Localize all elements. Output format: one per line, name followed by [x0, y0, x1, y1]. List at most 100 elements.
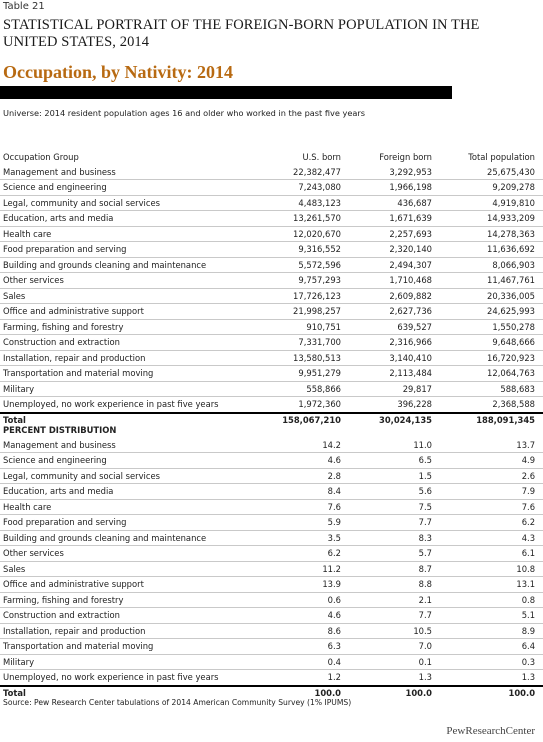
- foreign-born-value: 30,024,135: [344, 411, 437, 427]
- universe-note: Universe: 2014 resident population ages …: [3, 108, 366, 118]
- report-title: STATISTICAL PORTRAIT OF THE FOREIGN-BORN…: [3, 17, 480, 50]
- table-row: Office and administrative support 13.9 8.8…: [0, 576, 543, 593]
- total-population-value: 7.9: [437, 483, 543, 500]
- us-born-value: 13,261,570: [255, 210, 344, 227]
- foreign-born-value: 5.7: [344, 545, 437, 562]
- foreign-born-value: 639,527: [344, 319, 437, 335]
- table-row: Other services 6.2 5.7 6.1: [0, 545, 543, 562]
- table-row: Health care 12,020,670 2,257,693 14,278,363: [0, 226, 543, 242]
- table-row: Science and engineering 4.6 6.5 4.9: [0, 452, 543, 469]
- row-label: Management and business: [0, 437, 255, 453]
- table-row: Construction and extraction 4.6 7.7 5.1: [0, 607, 543, 624]
- us-born-value: 158,067,210: [255, 411, 344, 427]
- row-label: Legal, community and social services: [0, 195, 255, 211]
- us-born-value: 1.2: [255, 669, 344, 686]
- foreign-born-value: 2,316,966: [344, 334, 437, 351]
- total-population-value: 9,209,278: [437, 179, 543, 196]
- total-population-value: 24,625,993: [437, 303, 543, 320]
- row-label: Sales: [0, 288, 255, 304]
- source-note: Source: Pew Research Center tabulations …: [3, 698, 352, 707]
- table-subtitle: Occupation, by Nativity: 2014: [3, 62, 234, 82]
- table-row: Transportation and material moving 6.3 7.0…: [0, 638, 543, 655]
- occupation-counts-table: Occupation Group U.S. born Foreign born Tot…: [0, 150, 543, 427]
- row-label: Farming, fishing and forestry: [0, 592, 255, 608]
- table-row: Military 0.4 0.1 0.3: [0, 654, 543, 670]
- foreign-born-value: 7.0: [344, 638, 437, 655]
- table-row: Other services 9,757,293 1,710,468 11,467,7…: [0, 272, 543, 289]
- row-label: Management and business: [0, 164, 255, 180]
- foreign-born-value: 2,320,140: [344, 241, 437, 258]
- row-label: Construction and extraction: [0, 334, 255, 351]
- table-row: Farming, fishing and forestry 0.6 2.1 0.8: [0, 592, 543, 608]
- row-label: Transportation and material moving: [0, 638, 255, 655]
- foreign-born-value: 8.7: [344, 561, 437, 577]
- foreign-born-value: 5.6: [344, 483, 437, 500]
- table-row: Installation, repair and production 13,58…: [0, 350, 543, 366]
- row-label: Farming, fishing and forestry: [0, 319, 255, 335]
- us-born-value: 12,020,670: [255, 226, 344, 242]
- table-row: Office and administrative support 21,998,…: [0, 303, 543, 320]
- row-label: Science and engineering: [0, 179, 255, 196]
- us-born-value: 910,751: [255, 319, 344, 335]
- total-population-value: 11,467,761: [437, 272, 543, 289]
- us-born-value: 13,580,513: [255, 350, 344, 366]
- us-born-value: 6.2: [255, 545, 344, 562]
- us-born-value: 7,331,700: [255, 334, 344, 351]
- total-population-value: 2,368,588: [437, 396, 543, 413]
- us-born-value: 17,726,123: [255, 288, 344, 304]
- row-label: Legal, community and social services: [0, 468, 255, 484]
- row-label: Installation, repair and production: [0, 350, 255, 366]
- percent-distribution-heading: PERCENT DISTRIBUTION: [3, 425, 117, 435]
- total-population-value: 4.9: [437, 452, 543, 469]
- total-row: Total 100.0 100.0 100.0: [0, 684, 543, 700]
- table-row: Unemployed, no work experience in past f…: [0, 396, 543, 413]
- column-header-us-born: U.S. born: [302, 152, 341, 162]
- us-born-value: 14.2: [255, 437, 344, 453]
- row-label: Transportation and material moving: [0, 365, 255, 382]
- percent-distribution-table: PERCENT DISTRIBUTION Management and busin…: [0, 415, 543, 700]
- us-born-value: 6.3: [255, 638, 344, 655]
- total-population-value: 7.6: [437, 499, 543, 515]
- us-born-value: 4.6: [255, 452, 344, 469]
- table-row: Education, arts and media 8.4 5.6 7.9: [0, 483, 543, 500]
- row-label: Education, arts and media: [0, 483, 255, 500]
- us-born-value: 7,243,080: [255, 179, 344, 196]
- table-row: Building and grounds cleaning and mainte…: [0, 530, 543, 546]
- foreign-born-value: 1.5: [344, 468, 437, 484]
- total-population-value: 16,720,923: [437, 350, 543, 366]
- foreign-born-value: 100.0: [344, 684, 437, 700]
- total-population-value: 8,066,903: [437, 257, 543, 273]
- row-label: Health care: [0, 499, 255, 515]
- us-born-value: 9,757,293: [255, 272, 344, 289]
- row-label: Office and administrative support: [0, 576, 255, 593]
- table-row: Food preparation and serving 5.9 7.7 6.2: [0, 514, 543, 531]
- row-label: Installation, repair and production: [0, 623, 255, 639]
- table-row: Sales 11.2 8.7 10.8: [0, 561, 543, 577]
- table-row: Transportation and material moving 9,951,…: [0, 365, 543, 382]
- us-born-value: 9,951,279: [255, 365, 344, 382]
- foreign-born-value: 2,609,882: [344, 288, 437, 304]
- row-label: Total: [0, 684, 255, 700]
- total-population-value: 9,648,666: [437, 334, 543, 351]
- total-population-value: 0.3: [437, 654, 543, 670]
- table-row: Unemployed, no work experience in past f…: [0, 669, 543, 686]
- foreign-born-value: 8.8: [344, 576, 437, 593]
- total-population-value: 588,683: [437, 381, 543, 397]
- total-population-value: 0.8: [437, 592, 543, 608]
- row-label: Food preparation and serving: [0, 514, 255, 531]
- table-row: Construction and extraction 7,331,700 2,31…: [0, 334, 543, 351]
- total-population-value: 20,336,005: [437, 288, 543, 304]
- table-row: Legal, community and social services 4,48…: [0, 195, 543, 211]
- us-born-value: 3.5: [255, 530, 344, 546]
- table-row: Military 558,866 29,817 588,683: [0, 381, 543, 397]
- table-row: Food preparation and serving 9,316,552 2,3…: [0, 241, 543, 258]
- foreign-born-value: 2,257,693: [344, 226, 437, 242]
- total-population-value: 13.7: [437, 437, 543, 453]
- table-number: Table 21: [3, 1, 45, 12]
- us-born-value: 7.6: [255, 499, 344, 515]
- total-population-value: 12,064,763: [437, 365, 543, 382]
- foreign-born-value: 1,710,468: [344, 272, 437, 289]
- row-label: Building and grounds cleaning and mainte…: [0, 257, 255, 273]
- total-population-value: 100.0: [437, 684, 543, 700]
- us-born-value: 5.9: [255, 514, 344, 531]
